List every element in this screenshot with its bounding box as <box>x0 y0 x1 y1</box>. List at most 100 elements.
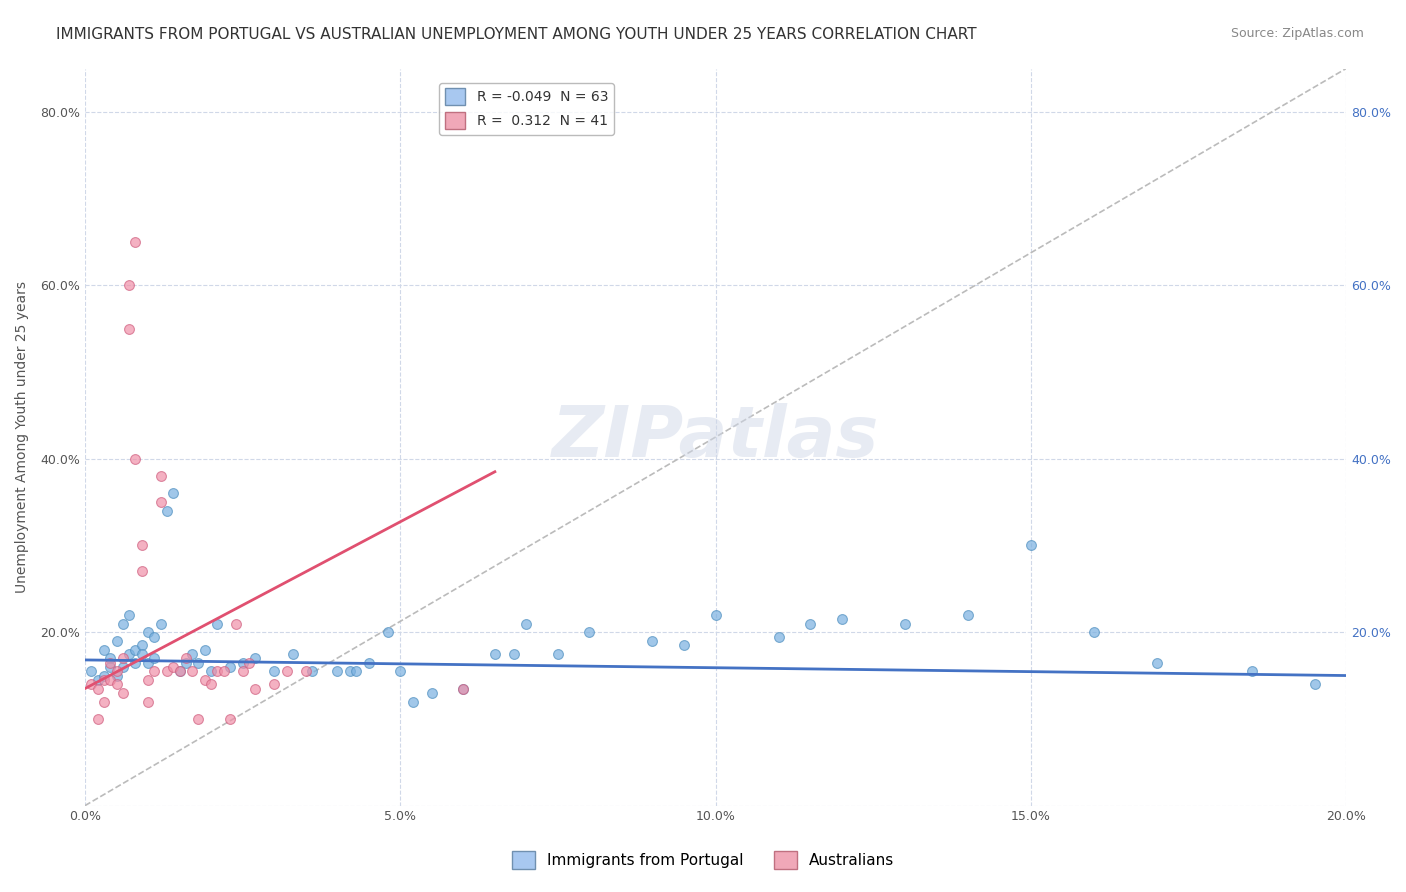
Point <box>143 651 166 665</box>
Point <box>136 694 159 708</box>
Point <box>111 616 134 631</box>
Point <box>194 642 217 657</box>
Point <box>200 664 222 678</box>
Point <box>799 616 821 631</box>
Point <box>149 616 172 631</box>
Point <box>131 638 153 652</box>
Point <box>263 664 285 678</box>
Point <box>118 607 141 622</box>
Point <box>187 712 209 726</box>
Point <box>294 664 316 678</box>
Point <box>673 638 696 652</box>
Point <box>93 668 115 682</box>
Point <box>187 656 209 670</box>
Point <box>1019 539 1042 553</box>
Point <box>136 625 159 640</box>
Point <box>169 664 191 678</box>
Point <box>238 656 260 670</box>
Point <box>124 235 146 249</box>
Point <box>453 681 475 696</box>
Point <box>389 664 412 678</box>
Point <box>704 607 727 622</box>
Point <box>1083 625 1105 640</box>
Point <box>956 607 979 622</box>
Point <box>281 647 304 661</box>
Point <box>98 673 121 687</box>
Point <box>162 660 184 674</box>
Point <box>831 612 853 626</box>
Point <box>212 664 235 678</box>
Point <box>118 647 141 661</box>
Point <box>1303 677 1326 691</box>
Point <box>111 660 134 674</box>
Point <box>893 616 915 631</box>
Point <box>124 656 146 670</box>
Legend: Immigrants from Portugal, Australians: Immigrants from Portugal, Australians <box>506 845 900 875</box>
Point <box>149 469 172 483</box>
Point <box>143 664 166 678</box>
Point <box>124 642 146 657</box>
Point <box>86 673 108 687</box>
Point <box>219 660 242 674</box>
Point <box>200 677 222 691</box>
Point <box>301 664 323 678</box>
Point <box>86 681 108 696</box>
Point <box>80 664 103 678</box>
Point <box>118 278 141 293</box>
Point <box>93 642 115 657</box>
Point <box>136 656 159 670</box>
Point <box>93 673 115 687</box>
Point <box>245 681 267 696</box>
Point <box>377 625 399 640</box>
Y-axis label: Unemployment Among Youth under 25 years: Unemployment Among Youth under 25 years <box>15 281 30 593</box>
Point <box>402 694 425 708</box>
Point <box>420 686 443 700</box>
Point <box>339 664 361 678</box>
Point <box>80 677 103 691</box>
Point <box>1146 656 1168 670</box>
Point <box>98 651 121 665</box>
Point <box>93 694 115 708</box>
Point <box>136 673 159 687</box>
Point <box>641 633 664 648</box>
Text: IMMIGRANTS FROM PORTUGAL VS AUSTRALIAN UNEMPLOYMENT AMONG YOUTH UNDER 25 YEARS C: IMMIGRANTS FROM PORTUGAL VS AUSTRALIAN U… <box>56 27 977 42</box>
Point <box>143 630 166 644</box>
Point <box>174 656 197 670</box>
Point <box>225 616 247 631</box>
Point <box>149 495 172 509</box>
Point <box>131 565 153 579</box>
Point <box>181 664 204 678</box>
Point <box>124 451 146 466</box>
Point <box>118 321 141 335</box>
Point <box>194 673 217 687</box>
Point <box>105 664 128 678</box>
Point <box>502 647 524 661</box>
Text: Source: ZipAtlas.com: Source: ZipAtlas.com <box>1230 27 1364 40</box>
Point <box>207 616 229 631</box>
Point <box>98 656 121 670</box>
Point <box>131 647 153 661</box>
Point <box>131 539 153 553</box>
Point <box>174 651 197 665</box>
Point <box>245 651 267 665</box>
Point <box>1240 664 1263 678</box>
Point <box>263 677 285 691</box>
Point <box>156 504 179 518</box>
Point <box>515 616 537 631</box>
Point <box>344 664 367 678</box>
Point <box>207 664 229 678</box>
Point <box>105 677 128 691</box>
Point <box>111 651 134 665</box>
Point <box>232 664 254 678</box>
Point <box>181 647 204 661</box>
Point <box>98 660 121 674</box>
Point <box>219 712 242 726</box>
Point <box>453 681 475 696</box>
Point <box>357 656 380 670</box>
Point <box>162 486 184 500</box>
Point <box>86 712 108 726</box>
Point <box>326 664 349 678</box>
Point <box>547 647 569 661</box>
Text: ZIPatlas: ZIPatlas <box>553 402 879 472</box>
Point <box>105 668 128 682</box>
